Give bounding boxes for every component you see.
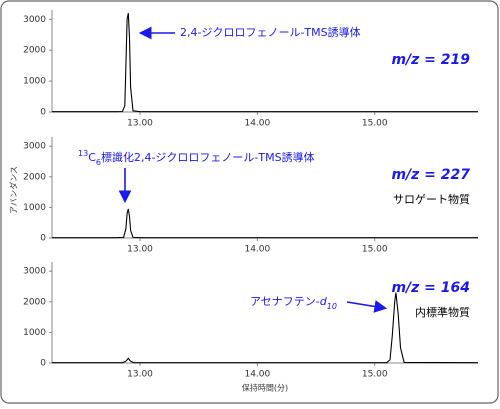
compound-part: C [88, 151, 96, 164]
compound-label: アセナフテン-d10 [250, 295, 337, 311]
y-tick-label: 3000 [23, 142, 46, 152]
mz-label: m/z = 227 [391, 167, 470, 183]
x-tick-label: 15.00 [362, 370, 388, 380]
trace [52, 12, 478, 113]
y-tick-label: 0 [40, 359, 46, 369]
y-tick-label: 2000 [23, 297, 46, 307]
arrow [346, 300, 388, 313]
y-tick-label: 1000 [23, 203, 46, 213]
trace [52, 208, 478, 239]
x-tick-label: 14.00 [244, 370, 270, 380]
y-tick-label: 1000 [23, 328, 46, 338]
x-axis-label: 保持時間(分) [242, 383, 288, 393]
compound-part: d [320, 295, 328, 308]
note: サロゲート物質 [393, 192, 470, 206]
x-tick-label: 13.00 [127, 119, 153, 129]
y-tick-label: 2000 [23, 46, 46, 56]
y-tick-label: 0 [40, 234, 46, 244]
x-tick-label: 14.00 [244, 245, 270, 255]
compound-part: アセナフテン- [250, 295, 320, 308]
y-axis-label: アバンダンス [9, 166, 19, 214]
x-tick-label: 15.00 [362, 245, 388, 255]
note: 内標準物質 [415, 305, 470, 319]
y-tick-label: 1000 [23, 77, 46, 87]
compound-part: 2,4-ジクロロフェノール-TMS誘導体 [180, 25, 361, 39]
y-tick-label: 3000 [23, 267, 46, 277]
compound-part: 標識化2,4-ジクロロフェノール-TMS誘導体 [101, 150, 315, 164]
x-tick-label: 13.00 [127, 245, 153, 255]
compound-label: 2,4-ジクロロフェノール-TMS誘導体 [180, 25, 361, 39]
x-tick-label: 13.00 [127, 370, 153, 380]
mz-label: m/z = 219 [391, 52, 470, 68]
trace [52, 292, 479, 364]
compound-part: 6 [96, 158, 101, 167]
x-tick-label: 14.00 [244, 119, 270, 129]
compound-part: 10 [327, 302, 337, 311]
y-tick-label: 3000 [23, 15, 46, 25]
mz-label: m/z = 164 [391, 280, 470, 296]
compound-label: 13C6標識化2,4-ジクロロフェノール-TMS誘導体 [78, 149, 315, 167]
y-tick-label: 0 [40, 108, 46, 118]
y-tick-label: 2000 [23, 172, 46, 182]
x-tick-label: 15.00 [362, 119, 388, 129]
compound-part: 13 [78, 149, 88, 158]
